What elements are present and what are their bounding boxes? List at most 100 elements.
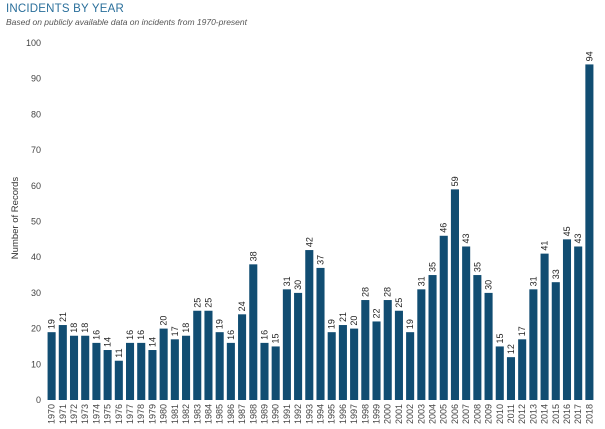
bar [126, 342, 135, 400]
bar-value-label: 94 [584, 51, 594, 61]
bar-value-label: 43 [573, 233, 583, 243]
x-tick-label: 2001 [394, 404, 404, 424]
bar [428, 275, 437, 400]
bar-value-label: 19 [327, 319, 337, 329]
x-tick-label: 1982 [181, 404, 191, 424]
x-tick-label: 2012 [517, 404, 527, 424]
x-tick-label: 2013 [528, 404, 538, 424]
x-tick-label: 2011 [506, 404, 516, 423]
bar-value-label: 18 [181, 323, 191, 333]
bar [47, 332, 56, 400]
bar [518, 339, 527, 400]
x-tick-label: 1983 [192, 404, 202, 424]
bar-value-label: 31 [416, 276, 426, 286]
x-tick-label: 2004 [428, 404, 438, 424]
y-tick-label: 10 [31, 359, 41, 369]
bar [361, 300, 370, 400]
x-tick-label: 2002 [405, 404, 415, 424]
x-tick-label: 1976 [114, 404, 124, 424]
bar [294, 292, 303, 400]
bar [193, 310, 202, 400]
x-tick-label: 1974 [91, 404, 101, 424]
x-tick-label: 2005 [439, 404, 449, 424]
bar [394, 310, 403, 400]
bar [170, 339, 179, 400]
x-tick-label: 2015 [551, 404, 561, 424]
x-tick-label: 1995 [327, 404, 337, 424]
bar [439, 235, 448, 400]
bar-value-label: 46 [439, 223, 449, 233]
x-tick-label: 1973 [80, 404, 90, 424]
x-tick-label: 1980 [159, 404, 169, 424]
x-tick-label: 1987 [237, 404, 247, 424]
bar [450, 189, 459, 400]
x-tick-label: 1990 [271, 404, 281, 424]
x-tick-label: 2009 [484, 404, 494, 424]
bar-value-label: 14 [147, 337, 157, 347]
bar [327, 332, 336, 400]
x-tick-label: 2008 [472, 404, 482, 424]
bar-value-label: 22 [372, 308, 382, 318]
bar [350, 328, 359, 400]
x-tick-label: 1970 [47, 404, 57, 424]
x-tick-label: 1993 [304, 404, 314, 424]
bar-value-label: 19 [47, 319, 57, 329]
bar-value-label: 41 [540, 241, 550, 251]
bar [137, 342, 146, 400]
chart-title: INCIDENTS BY YEAR [6, 3, 125, 15]
x-tick-label: 2014 [540, 404, 550, 424]
x-tick-label: 1991 [282, 404, 292, 424]
bar [92, 342, 101, 400]
bar [540, 253, 549, 400]
x-tick-label: 2017 [573, 404, 583, 424]
bar-value-label: 37 [316, 255, 326, 265]
bar-value-label: 38 [248, 251, 258, 261]
x-tick-label: 1971 [58, 404, 68, 424]
bar-value-label: 45 [562, 226, 572, 236]
bar [204, 310, 213, 400]
y-tick-label: 0 [36, 395, 41, 405]
bar [551, 282, 560, 400]
x-tick-label: 1977 [125, 404, 135, 424]
y-tick-label: 70 [31, 145, 41, 155]
bar-value-label: 28 [360, 287, 370, 297]
bar-value-label: 17 [517, 326, 527, 336]
bar [417, 289, 426, 400]
bar-value-label: 21 [338, 312, 348, 322]
bar [182, 335, 191, 400]
bar-value-label: 12 [506, 344, 516, 354]
bar [406, 332, 415, 400]
bar-value-label: 25 [192, 298, 202, 308]
bar-value-label: 15 [495, 333, 505, 343]
bar-value-label: 30 [293, 280, 303, 290]
bar [58, 325, 67, 400]
y-tick-label: 100 [26, 38, 41, 48]
bar-value-label: 16 [259, 330, 269, 340]
bar-value-label: 25 [203, 298, 213, 308]
x-tick-label: 1996 [338, 404, 348, 424]
bar-value-label: 24 [237, 301, 247, 311]
bar-value-label: 16 [91, 330, 101, 340]
y-tick-label: 50 [31, 217, 41, 227]
bar [372, 321, 381, 400]
x-tick-label: 2007 [461, 404, 471, 424]
x-tick-label: 1972 [69, 404, 79, 424]
bar [338, 325, 347, 400]
bar [462, 246, 471, 400]
bar-value-label: 21 [58, 312, 68, 322]
x-tick-label: 1988 [248, 404, 258, 424]
x-tick-label: 1984 [203, 404, 213, 424]
x-tick-label: 1997 [349, 404, 359, 424]
x-tick-label: 1985 [215, 404, 225, 424]
bar [383, 300, 392, 400]
y-axis-label: Number of Records [10, 177, 21, 260]
bar-value-label: 14 [103, 337, 113, 347]
bar-value-label: 20 [159, 316, 169, 326]
y-tick-label: 60 [31, 181, 41, 191]
x-tick-label: 1989 [259, 404, 269, 424]
bar-value-label: 15 [271, 333, 281, 343]
x-tick-label: 1992 [293, 404, 303, 424]
bar [69, 335, 79, 400]
bar-value-label: 31 [282, 276, 292, 286]
